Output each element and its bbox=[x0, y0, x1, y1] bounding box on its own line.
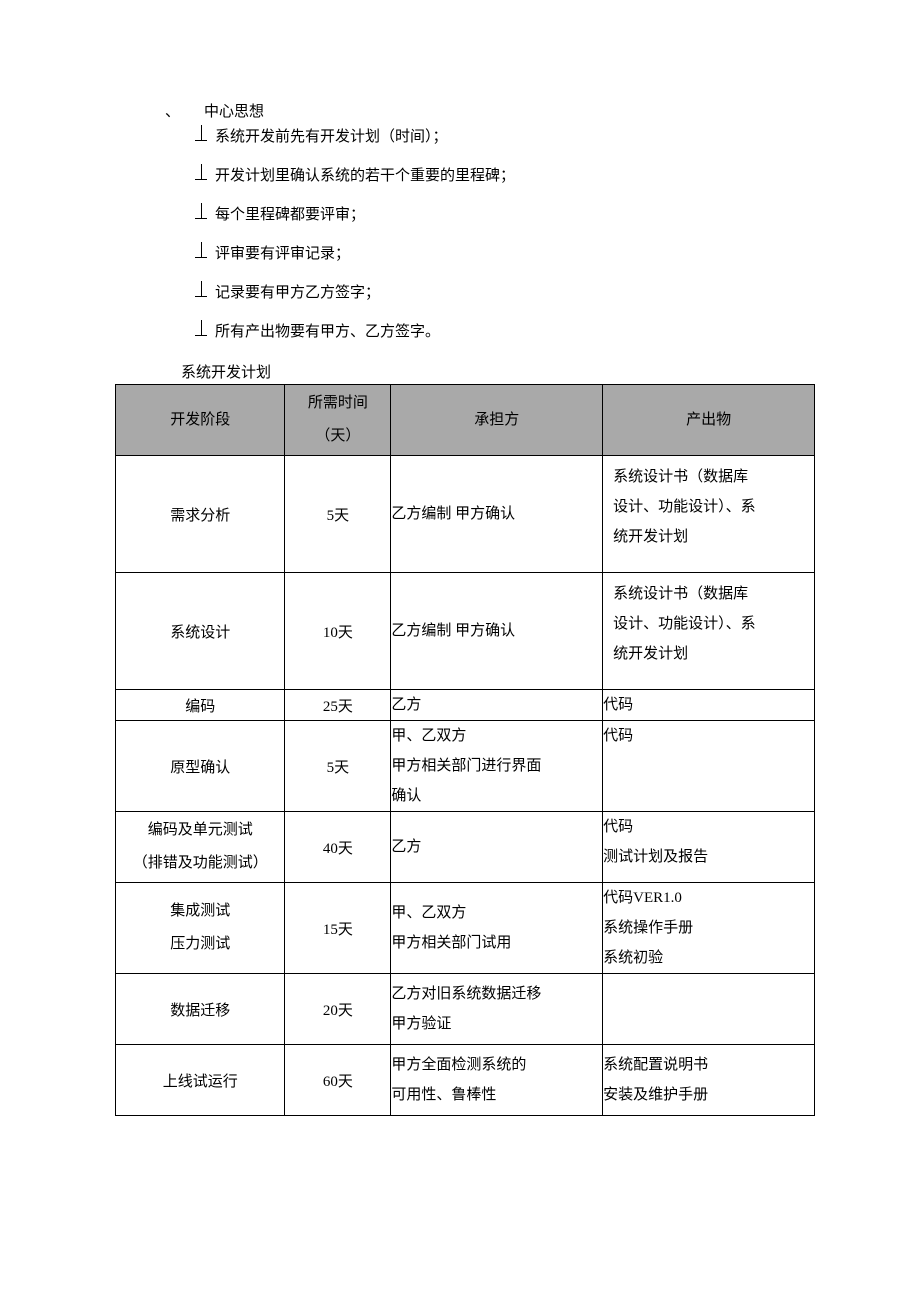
col-output: 产出物 bbox=[603, 385, 815, 456]
cell-days: 40天 bbox=[285, 812, 391, 883]
cell-phase: 编码 bbox=[116, 690, 285, 721]
bullet-icon bbox=[195, 322, 209, 336]
bullet-item: 每个里程碑都要评审； bbox=[195, 205, 805, 226]
cell-phase: 需求分析 bbox=[116, 456, 285, 573]
cell-owner: 甲、乙双方甲方相关部门试用 bbox=[391, 883, 603, 974]
bullet-text: 记录要有甲方乙方签字； bbox=[215, 283, 380, 304]
cell-phase: 集成测试压力测试 bbox=[116, 883, 285, 974]
cell-phase: 原型确认 bbox=[116, 721, 285, 812]
table-row: 原型确认 5天 甲、乙双方甲方相关部门进行界面确认 代码 bbox=[116, 721, 815, 812]
cell-phase: 数据迁移 bbox=[116, 974, 285, 1045]
col-owner: 承担方 bbox=[391, 385, 603, 456]
cell-phase: 上线试运行 bbox=[116, 1045, 285, 1116]
bullet-icon bbox=[195, 166, 209, 180]
table-row: 集成测试压力测试 15天 甲、乙双方甲方相关部门试用 代码VER1.0系统操作手… bbox=[116, 883, 815, 974]
cell-owner: 乙方 bbox=[391, 690, 603, 721]
bullet-icon bbox=[195, 127, 209, 141]
bullet-text: 系统开发前先有开发计划（时间）； bbox=[215, 127, 448, 148]
table-row: 系统设计 10天 乙方编制 甲方确认 系统设计书（数据库设计、功能设计）、系统开… bbox=[116, 573, 815, 690]
bullet-list: 系统开发前先有开发计划（时间）； 开发计划里确认系统的若干个重要的里程碑； 每个… bbox=[195, 127, 805, 343]
cell-days: 10天 bbox=[285, 573, 391, 690]
cell-owner: 乙方对旧系统数据迁移甲方验证 bbox=[391, 974, 603, 1045]
cell-output: 代码 bbox=[603, 721, 815, 812]
cell-owner: 甲方全面检测系统的可用性、鲁棒性 bbox=[391, 1045, 603, 1116]
bullet-text: 每个里程碑都要评审； bbox=[215, 205, 365, 226]
bullet-item: 所有产出物要有甲方、乙方签字。 bbox=[195, 322, 805, 343]
cell-output: 系统配置说明书安装及维护手册 bbox=[603, 1045, 815, 1116]
bullet-text: 所有产出物要有甲方、乙方签字。 bbox=[215, 322, 440, 343]
cell-output: 代码测试计划及报告 bbox=[603, 812, 815, 883]
cell-owner: 乙方编制 甲方确认 bbox=[391, 456, 603, 573]
table-caption: 系统开发计划 bbox=[181, 361, 805, 382]
cell-output: 系统设计书（数据库设计、功能设计）、系统开发计划 bbox=[603, 456, 815, 573]
bullet-item: 评审要有评审记录； bbox=[195, 244, 805, 265]
cell-days: 60天 bbox=[285, 1045, 391, 1116]
col-phase: 开发阶段 bbox=[116, 385, 285, 456]
cell-output: 代码VER1.0系统操作手册系统初验 bbox=[603, 883, 815, 974]
page-container: 、 中心思想 系统开发前先有开发计划（时间）； 开发计划里确认系统的若干个重要的… bbox=[0, 0, 920, 1236]
table-row: 编码及单元测试（排错及功能测试） 40天 乙方 代码测试计划及报告 bbox=[116, 812, 815, 883]
cell-owner: 甲、乙双方甲方相关部门进行界面确认 bbox=[391, 721, 603, 812]
cell-days: 5天 bbox=[285, 721, 391, 812]
bullet-item: 开发计划里确认系统的若干个重要的里程碑； bbox=[195, 166, 805, 187]
section-heading: 、 中心思想 bbox=[115, 100, 805, 121]
bullet-item: 记录要有甲方乙方签字； bbox=[195, 283, 805, 304]
table-row: 数据迁移 20天 乙方对旧系统数据迁移甲方验证 bbox=[116, 974, 815, 1045]
heading-title: 中心思想 bbox=[204, 100, 264, 121]
cell-output: 代码 bbox=[603, 690, 815, 721]
cell-phase: 编码及单元测试（排错及功能测试） bbox=[116, 812, 285, 883]
col-days: 所需时间（天） bbox=[285, 385, 391, 456]
bullet-text: 开发计划里确认系统的若干个重要的里程碑； bbox=[215, 166, 515, 187]
dev-plan-table: 开发阶段 所需时间（天） 承担方 产出物 需求分析 5天 乙方编制 甲方确认 系… bbox=[115, 384, 815, 1116]
table-row: 需求分析 5天 乙方编制 甲方确认 系统设计书（数据库设计、功能设计）、系统开发… bbox=[116, 456, 815, 573]
cell-owner: 乙方编制 甲方确认 bbox=[391, 573, 603, 690]
cell-phase: 系统设计 bbox=[116, 573, 285, 690]
table-header-row: 开发阶段 所需时间（天） 承担方 产出物 bbox=[116, 385, 815, 456]
cell-owner: 乙方 bbox=[391, 812, 603, 883]
cell-days: 5天 bbox=[285, 456, 391, 573]
bullet-icon bbox=[195, 244, 209, 258]
table-row: 编码 25天 乙方 代码 bbox=[116, 690, 815, 721]
cell-output: 系统设计书（数据库设计、功能设计）、系统开发计划 bbox=[603, 573, 815, 690]
bullet-icon bbox=[195, 205, 209, 219]
heading-marker: 、 bbox=[165, 100, 180, 121]
table-row: 上线试运行 60天 甲方全面检测系统的可用性、鲁棒性 系统配置说明书安装及维护手… bbox=[116, 1045, 815, 1116]
cell-days: 20天 bbox=[285, 974, 391, 1045]
cell-output bbox=[603, 974, 815, 1045]
cell-days: 15天 bbox=[285, 883, 391, 974]
cell-days: 25天 bbox=[285, 690, 391, 721]
bullet-icon bbox=[195, 283, 209, 297]
bullet-item: 系统开发前先有开发计划（时间）； bbox=[195, 127, 805, 148]
bullet-text: 评审要有评审记录； bbox=[215, 244, 350, 265]
